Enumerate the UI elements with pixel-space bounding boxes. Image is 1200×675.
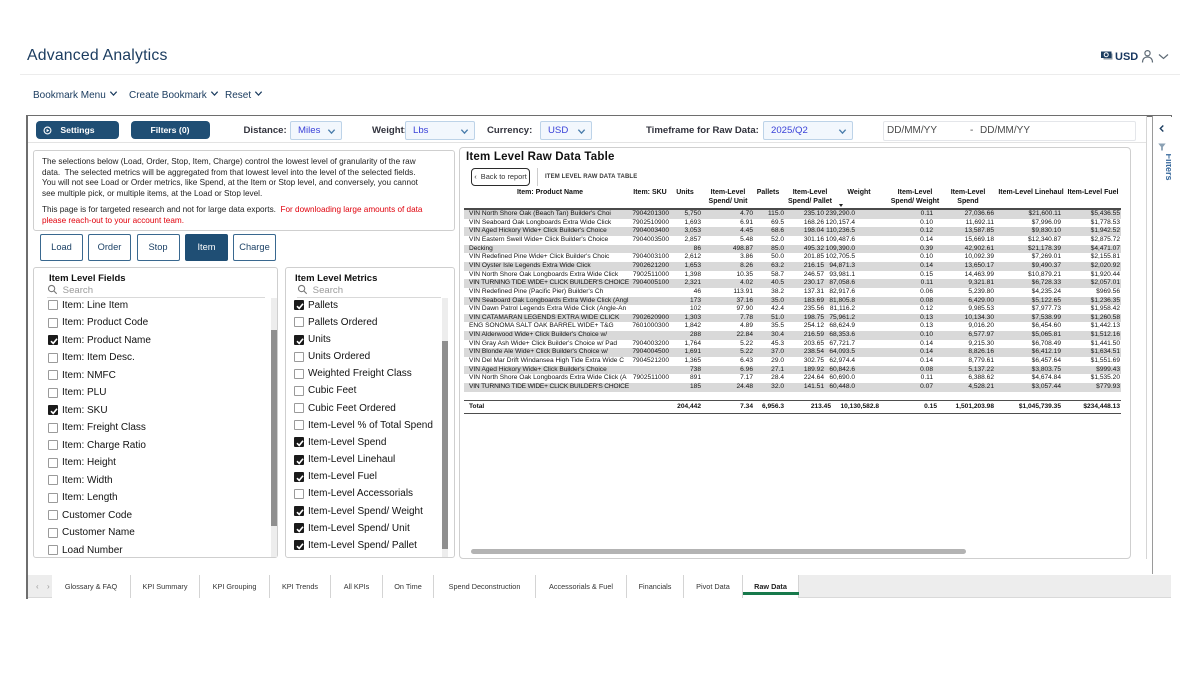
svg-text:Filters: Filters [1164, 154, 1171, 181]
svg-text:USD: USD [1115, 51, 1138, 63]
